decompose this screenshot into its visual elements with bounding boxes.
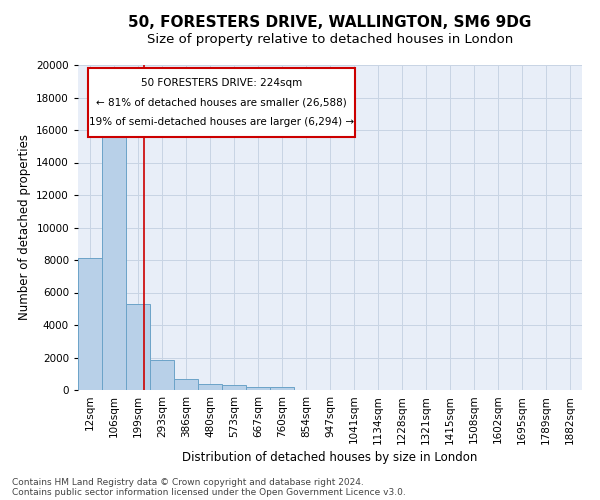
FancyBboxPatch shape — [88, 68, 355, 136]
Text: 50 FORESTERS DRIVE: 224sqm: 50 FORESTERS DRIVE: 224sqm — [141, 78, 302, 88]
Text: ← 81% of detached houses are smaller (26,588): ← 81% of detached houses are smaller (26… — [96, 98, 347, 108]
Text: Contains HM Land Registry data © Crown copyright and database right 2024.
Contai: Contains HM Land Registry data © Crown c… — [12, 478, 406, 497]
Bar — [246, 387, 270, 390]
Bar — [78, 258, 102, 390]
Bar — [270, 387, 294, 390]
Text: Distribution of detached houses by size in London: Distribution of detached houses by size … — [182, 451, 478, 464]
Bar — [126, 304, 150, 390]
Bar — [222, 386, 246, 390]
Text: Size of property relative to detached houses in London: Size of property relative to detached ho… — [147, 32, 513, 46]
Bar — [198, 384, 222, 390]
Bar — [150, 360, 174, 390]
Text: 19% of semi-detached houses are larger (6,294) →: 19% of semi-detached houses are larger (… — [89, 117, 354, 127]
Bar — [174, 378, 198, 390]
Text: 50, FORESTERS DRIVE, WALLINGTON, SM6 9DG: 50, FORESTERS DRIVE, WALLINGTON, SM6 9DG — [128, 15, 532, 30]
Bar — [102, 121, 126, 390]
Y-axis label: Number of detached properties: Number of detached properties — [17, 134, 31, 320]
